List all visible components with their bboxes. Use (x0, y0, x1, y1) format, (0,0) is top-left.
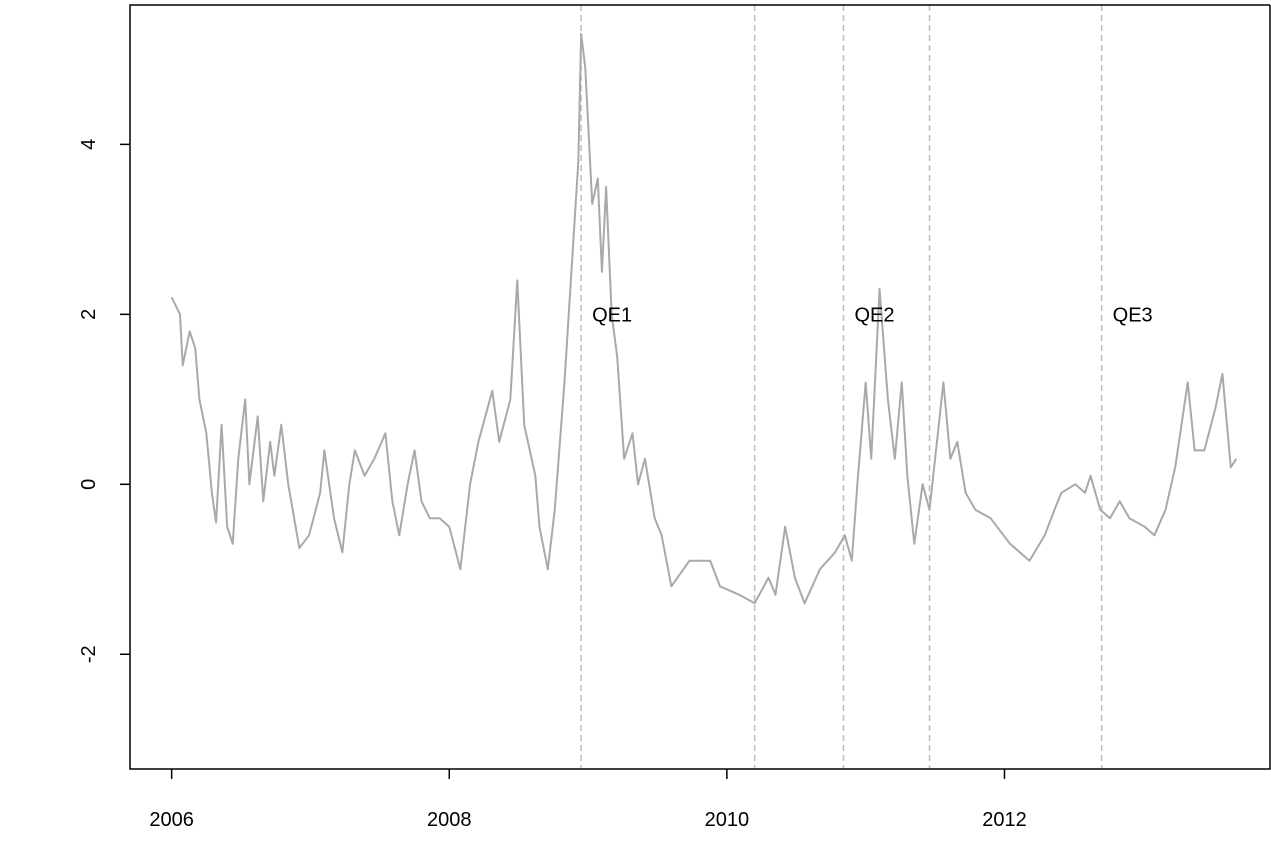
series-line (170, 32, 1238, 605)
annotation: QE1 (592, 304, 632, 326)
annotation: QE2 (854, 304, 894, 326)
annotation: QE3 (1113, 304, 1153, 326)
y-tick-label: 2 (78, 309, 100, 320)
x-tick-label: 2012 (982, 809, 1027, 831)
plot-frame (129, 4, 1271, 770)
y-tick-label: 0 (78, 479, 100, 490)
y-tick-label: 4 (78, 139, 100, 150)
y-tick-label: -2 (78, 645, 100, 663)
x-tick-label: 2008 (427, 809, 472, 831)
x-tick-label: 2010 (705, 809, 750, 831)
x-tick-label: 2006 (149, 809, 194, 831)
